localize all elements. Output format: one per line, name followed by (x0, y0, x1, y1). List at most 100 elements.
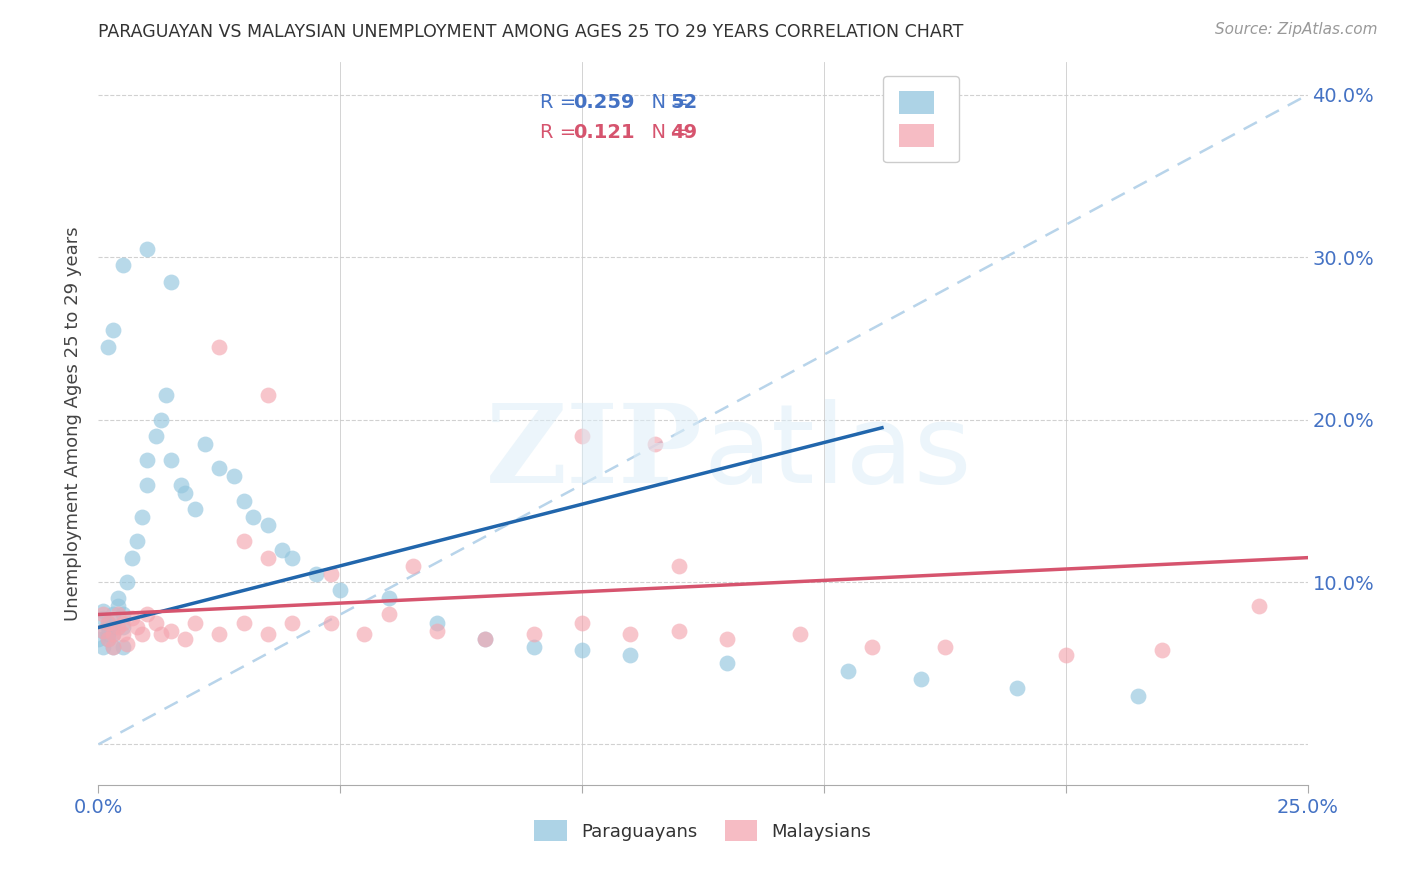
Point (127, 534, 149, 549)
Text: R =: R = (540, 93, 582, 112)
Point (377, 591, 399, 606)
Point (97, 340, 120, 354)
Point (121, 550, 143, 565)
Text: N =: N = (638, 93, 695, 112)
Text: 0.259: 0.259 (574, 93, 636, 112)
Point (668, 558, 690, 573)
Point (101, 640, 124, 654)
Point (127, 620, 149, 634)
Text: 0.121: 0.121 (574, 123, 636, 142)
Point (305, 566, 328, 581)
Point (208, 461, 231, 475)
Point (571, 429, 593, 443)
Point (174, 632, 197, 646)
Point (97, 627, 120, 641)
Point (169, 477, 191, 491)
Point (934, 640, 956, 654)
Point (208, 340, 231, 354)
Point (1007, 681, 1029, 695)
Point (426, 624, 449, 638)
Text: Source: ZipAtlas.com: Source: ZipAtlas.com (1215, 22, 1378, 37)
Point (91, 611, 114, 625)
Point (281, 550, 304, 565)
Point (111, 640, 134, 654)
Point (668, 624, 690, 638)
Point (91, 624, 114, 638)
Point (1128, 689, 1150, 703)
Point (232, 534, 254, 549)
Point (135, 242, 157, 256)
Point (111, 627, 134, 641)
Point (111, 620, 134, 634)
Point (208, 627, 231, 641)
Point (101, 323, 124, 337)
Point (1152, 643, 1174, 657)
Point (97, 632, 120, 646)
Point (174, 485, 197, 500)
Text: N =: N = (638, 123, 695, 142)
Text: PARAGUAYAN VS MALAYSIAN UNEMPLOYMENT AMONG AGES 25 TO 29 YEARS CORRELATION CHART: PARAGUAYAN VS MALAYSIAN UNEMPLOYMENT AMO… (98, 23, 963, 41)
Point (619, 627, 641, 641)
Point (145, 615, 167, 630)
Point (97, 615, 120, 630)
Point (256, 627, 278, 641)
Point (111, 259, 134, 273)
Point (523, 627, 546, 641)
Point (222, 469, 245, 483)
Point (319, 615, 342, 630)
Point (87, 632, 110, 646)
Point (97, 615, 120, 630)
Point (150, 412, 173, 426)
Point (571, 615, 593, 630)
Point (789, 627, 811, 641)
Text: 52: 52 (671, 93, 697, 112)
Point (160, 453, 183, 467)
Point (155, 388, 177, 402)
Point (150, 627, 173, 641)
Point (319, 566, 342, 581)
Point (1054, 648, 1077, 662)
Point (160, 275, 183, 289)
Point (91, 624, 114, 638)
Point (101, 640, 124, 654)
Y-axis label: Unemployment Among Ages 25 to 29 years: Unemployment Among Ages 25 to 29 years (63, 227, 82, 621)
Point (101, 620, 124, 634)
Point (910, 673, 932, 687)
Point (353, 627, 375, 641)
Point (194, 437, 217, 451)
Point (271, 542, 294, 557)
Point (242, 510, 264, 524)
Point (474, 632, 496, 646)
Text: R =: R = (540, 123, 582, 142)
Point (145, 429, 167, 443)
Point (329, 583, 352, 598)
Point (184, 615, 207, 630)
Text: ZIP: ZIP (486, 399, 703, 506)
Point (571, 643, 593, 657)
Point (402, 558, 425, 573)
Point (121, 611, 143, 625)
Point (619, 648, 641, 662)
Point (107, 607, 129, 622)
Legend: , : , (883, 76, 959, 162)
Point (111, 615, 134, 630)
Point (135, 453, 157, 467)
Point (91, 607, 114, 622)
Point (644, 437, 666, 451)
Point (426, 615, 449, 630)
Point (232, 615, 254, 630)
Point (523, 640, 546, 654)
Point (716, 632, 738, 646)
Point (101, 607, 124, 622)
Point (377, 607, 399, 622)
Point (160, 624, 183, 638)
Point (135, 607, 157, 622)
Point (117, 637, 139, 651)
Point (1249, 599, 1271, 614)
Point (107, 591, 129, 606)
Point (232, 493, 254, 508)
Point (101, 627, 124, 641)
Point (107, 599, 129, 614)
Point (184, 502, 207, 516)
Point (107, 620, 129, 634)
